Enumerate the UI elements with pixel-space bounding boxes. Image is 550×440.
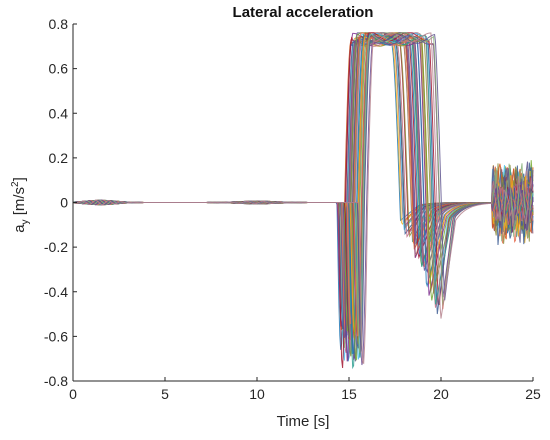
y-tick-label: 0.6 xyxy=(49,61,69,77)
y-tick-label: -0.6 xyxy=(44,328,68,344)
y-axis-label-main: a xyxy=(11,224,28,233)
x-tick-label: 25 xyxy=(525,386,541,402)
x-tick-label: 10 xyxy=(249,386,265,402)
y-tick-label: -0.8 xyxy=(44,373,68,389)
y-tick-label: 0.2 xyxy=(49,150,69,166)
y-tick-label: -0.4 xyxy=(44,284,68,300)
y-axis-label-sup: 2 xyxy=(10,181,21,187)
x-tick-label: 0 xyxy=(69,386,77,402)
x-tick-label: 5 xyxy=(161,386,169,402)
y-tick-label: -0.2 xyxy=(44,239,68,255)
x-tick-label: 20 xyxy=(433,386,449,402)
y-tick-label: 0.4 xyxy=(49,105,69,121)
y-axis-label-close: ] xyxy=(11,177,28,181)
y-axis-label-sub: y xyxy=(20,219,31,224)
x-axis-label: Time [s] xyxy=(277,413,330,430)
chart-title: Lateral acceleration xyxy=(233,4,374,21)
ticks-layer: 0 5 10 15 20 25 0.8 0.6 0.4 0.2 0 -0.2 -0.4 -0.6 -0.8 xyxy=(44,16,541,402)
y-axis-label-units: [m/s xyxy=(11,187,28,220)
y-tick-label: 0.8 xyxy=(49,16,69,32)
series-line xyxy=(72,32,534,365)
series-layer xyxy=(72,32,534,370)
y-axis-label: ay [m/s2] xyxy=(10,177,31,233)
y-tick-label: 0 xyxy=(60,195,68,211)
x-tick-label: 15 xyxy=(341,386,357,402)
